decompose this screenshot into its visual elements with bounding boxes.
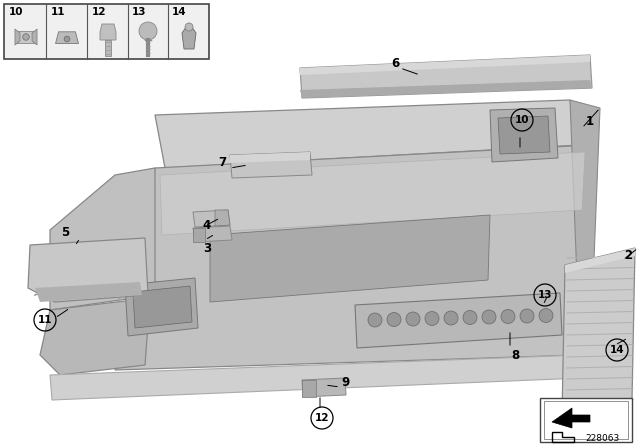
Text: 10: 10 <box>515 115 529 125</box>
FancyBboxPatch shape <box>105 40 111 56</box>
Polygon shape <box>35 282 142 302</box>
Polygon shape <box>50 355 582 400</box>
Polygon shape <box>565 248 635 273</box>
Circle shape <box>539 309 553 323</box>
Text: 13: 13 <box>538 290 552 300</box>
Text: 13: 13 <box>132 7 147 17</box>
Polygon shape <box>17 31 35 43</box>
Text: 12: 12 <box>315 413 329 423</box>
Polygon shape <box>300 55 592 98</box>
Text: 14: 14 <box>172 7 186 17</box>
Polygon shape <box>230 152 312 178</box>
Polygon shape <box>552 408 590 428</box>
Polygon shape <box>193 210 230 227</box>
Text: 10: 10 <box>9 7 23 17</box>
Circle shape <box>23 34 29 40</box>
Circle shape <box>64 36 70 42</box>
Polygon shape <box>155 100 580 168</box>
Circle shape <box>387 313 401 327</box>
Polygon shape <box>160 152 585 235</box>
Polygon shape <box>210 215 490 302</box>
Text: 8: 8 <box>511 349 519 362</box>
Polygon shape <box>570 100 600 360</box>
Text: 7: 7 <box>218 155 226 168</box>
Polygon shape <box>40 298 150 375</box>
Polygon shape <box>32 29 37 45</box>
Polygon shape <box>355 293 562 348</box>
Polygon shape <box>28 238 148 302</box>
FancyBboxPatch shape <box>544 401 628 439</box>
Polygon shape <box>56 32 79 43</box>
Text: 3: 3 <box>203 241 211 254</box>
Polygon shape <box>15 29 20 45</box>
Text: 4: 4 <box>203 219 211 232</box>
Text: 1: 1 <box>586 115 594 128</box>
Polygon shape <box>300 55 590 75</box>
Polygon shape <box>498 116 550 154</box>
Polygon shape <box>302 378 346 397</box>
Polygon shape <box>125 278 198 336</box>
Circle shape <box>520 309 534 323</box>
Polygon shape <box>230 152 310 163</box>
Polygon shape <box>182 23 196 49</box>
Polygon shape <box>302 380 316 397</box>
Polygon shape <box>300 80 592 98</box>
Circle shape <box>368 313 382 327</box>
Circle shape <box>463 310 477 324</box>
FancyBboxPatch shape <box>540 398 632 442</box>
Circle shape <box>501 310 515 323</box>
Polygon shape <box>562 248 635 415</box>
Text: 12: 12 <box>92 7 106 17</box>
Polygon shape <box>133 286 192 328</box>
Polygon shape <box>115 145 590 370</box>
Circle shape <box>139 22 157 40</box>
Text: 6: 6 <box>391 56 399 69</box>
Circle shape <box>406 312 420 326</box>
Text: 9: 9 <box>341 375 349 388</box>
Polygon shape <box>50 168 155 310</box>
Circle shape <box>482 310 496 324</box>
Circle shape <box>185 23 193 31</box>
Polygon shape <box>100 24 116 40</box>
Text: 11: 11 <box>38 315 52 325</box>
Text: 2: 2 <box>624 249 632 262</box>
Circle shape <box>425 311 439 326</box>
Circle shape <box>444 311 458 325</box>
Text: 11: 11 <box>51 7 65 17</box>
Text: 14: 14 <box>610 345 624 355</box>
Polygon shape <box>215 210 230 226</box>
Text: 228063: 228063 <box>585 434 619 443</box>
Polygon shape <box>193 228 205 242</box>
FancyBboxPatch shape <box>4 4 209 59</box>
Text: 5: 5 <box>61 225 69 238</box>
Polygon shape <box>193 226 232 242</box>
Polygon shape <box>490 108 558 162</box>
